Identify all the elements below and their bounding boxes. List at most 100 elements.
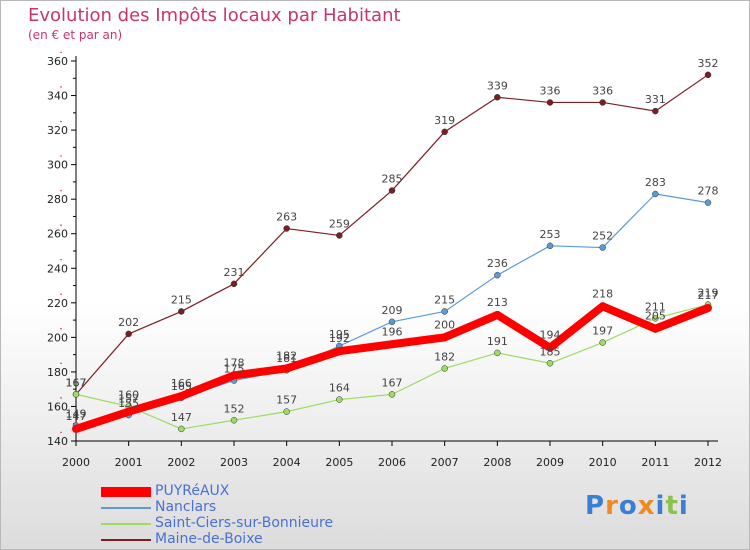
x-tick-label: 2005 — [325, 456, 353, 469]
x-tick-label: 2009 — [536, 456, 564, 469]
data-point-maine-de-boixe — [441, 128, 448, 136]
data-label-nanclars: 209 — [382, 304, 403, 317]
data-label-maine-de-boixe: 167 — [66, 376, 87, 389]
data-label-maine-de-boixe: 352 — [698, 57, 719, 70]
data-point-nanclars — [546, 242, 554, 250]
data-point-puyr-aux — [177, 392, 186, 401]
data-point-nanclars — [388, 318, 396, 326]
data-label-maine-de-boixe: 319 — [434, 114, 455, 127]
y-tick-label: 140 — [47, 435, 68, 448]
data-label-maine-de-boixe: 336 — [592, 84, 613, 97]
data-label-nanclars: 278 — [698, 185, 719, 198]
y-axis-dot — [60, 258, 62, 261]
x-tick-label: 2006 — [378, 456, 406, 469]
y-tick-label: 360 — [47, 55, 68, 68]
data-point-puyr-aux — [335, 347, 344, 356]
y-axis-dot — [60, 224, 62, 226]
data-point-maine-de-boixe — [178, 308, 185, 315]
y-tick-label: 340 — [47, 90, 68, 103]
chart-subtitle: (en € et par an) — [28, 28, 123, 42]
chart-title: Evolution des Impôts locaux par Habitant — [28, 5, 401, 26]
data-label-saint-ciers-sur-bonnieure: 164 — [329, 382, 350, 395]
data-label-nanclars: 175 — [224, 363, 245, 376]
data-point-puyr-aux — [493, 310, 502, 319]
data-label-maine-de-boixe: 285 — [382, 173, 403, 186]
data-point-puyr-aux — [546, 343, 554, 352]
data-label-nanclars: 253 — [540, 228, 561, 241]
data-point-saint-ciers-sur-bonnieure — [388, 391, 396, 398]
data-point-maine-de-boixe — [599, 99, 606, 106]
data-point-saint-ciers-sur-bonnieure — [441, 365, 448, 372]
data-point-saint-ciers-sur-bonnieure — [546, 360, 554, 367]
data-point-puyr-aux — [388, 340, 396, 349]
y-tick-label: 260 — [47, 228, 68, 241]
data-label-nanclars: 149 — [66, 407, 87, 420]
data-point-saint-ciers-sur-bonnieure — [599, 339, 606, 346]
data-label-nanclars: 181 — [276, 352, 297, 365]
series-lines — [72, 71, 712, 433]
data-label-puyr-aux: 196 — [382, 325, 403, 338]
data-point-saint-ciers-sur-bonnieure — [336, 396, 343, 403]
x-tick-label: 2004 — [273, 456, 301, 469]
data-point-puyr-aux — [282, 364, 291, 373]
data-point-maine-de-boixe — [494, 94, 501, 101]
data-label-maine-de-boixe: 263 — [276, 211, 297, 224]
data-label-maine-de-boixe: 202 — [118, 316, 139, 329]
data-point-puyr-aux — [598, 302, 607, 311]
data-label-puyr-aux: 217 — [698, 289, 719, 302]
y-axis-dot — [60, 86, 62, 88]
data-point-saint-ciers-sur-bonnieure — [494, 349, 501, 357]
data-point-saint-ciers-sur-bonnieure — [283, 408, 290, 415]
data-label-nanclars: 283 — [645, 176, 666, 189]
y-axis-dot — [60, 397, 62, 399]
y-tick-label: 320 — [47, 124, 68, 137]
logo-letter: o — [618, 491, 638, 521]
data-label-maine-de-boixe: 336 — [540, 84, 561, 97]
data-label-saint-ciers-sur-bonnieure: 160 — [118, 388, 139, 401]
data-point-puyr-aux — [651, 324, 660, 333]
legend-swatch-saint-ciers — [101, 523, 151, 525]
data-point-maine-de-boixe — [125, 330, 132, 338]
x-tick-label: 2011 — [641, 456, 669, 469]
data-label-puyr-aux: 194 — [540, 329, 561, 342]
data-point-saint-ciers-sur-bonnieure — [72, 391, 80, 398]
data-label-maine-de-boixe: 259 — [329, 217, 350, 230]
y-axis-dot — [60, 293, 62, 295]
data-point-maine-de-boixe — [283, 225, 290, 232]
y-axis-dot — [60, 189, 62, 192]
logo-letter: r — [605, 491, 619, 521]
data-label-maine-de-boixe: 231 — [224, 266, 245, 279]
data-label-saint-ciers-sur-bonnieure: 197 — [592, 325, 613, 338]
data-point-puyr-aux — [440, 333, 449, 342]
y-tick-label: 240 — [47, 262, 68, 275]
data-label-nanclars: 165 — [171, 380, 192, 393]
x-tick-label: 2000 — [62, 456, 90, 469]
x-tick-label: 2012 — [694, 456, 722, 469]
y-axis-dot — [60, 51, 62, 54]
x-tick-label: 2007 — [431, 456, 459, 469]
data-point-maine-de-boixe — [388, 187, 396, 194]
y-axis-dot — [60, 120, 62, 123]
data-label-nanclars: 252 — [592, 230, 613, 243]
y-axis-dot — [60, 155, 62, 157]
data-point-saint-ciers-sur-bonnieure — [178, 425, 185, 433]
data-label-saint-ciers-sur-bonnieure: 211 — [645, 300, 666, 313]
proxiti-logo: Proxiti — [585, 491, 689, 521]
data-label-puyr-aux: 213 — [487, 296, 508, 309]
data-point-saint-ciers-sur-bonnieure — [230, 417, 238, 424]
legend-swatch-puyreaux — [101, 487, 151, 497]
legend-swatch-nanclars — [101, 507, 151, 509]
data-label-puyr-aux: 205 — [645, 310, 666, 323]
data-label-puyr-aux: 192 — [329, 332, 350, 345]
legend-label-maine-de-boixe: Maine-de-Boixe — [155, 531, 263, 547]
legend-label-nanclars: Nanclars — [155, 499, 217, 515]
y-tick-label: 220 — [47, 297, 68, 310]
logo-letter: i — [678, 491, 689, 521]
data-label-nanclars: 195 — [329, 328, 350, 341]
data-point-saint-ciers-sur-bonnieure — [652, 315, 659, 322]
data-label-saint-ciers-sur-bonnieure: 219 — [698, 287, 719, 300]
data-label-nanclars: 236 — [487, 257, 508, 270]
y-tick-label: 280 — [47, 193, 68, 206]
